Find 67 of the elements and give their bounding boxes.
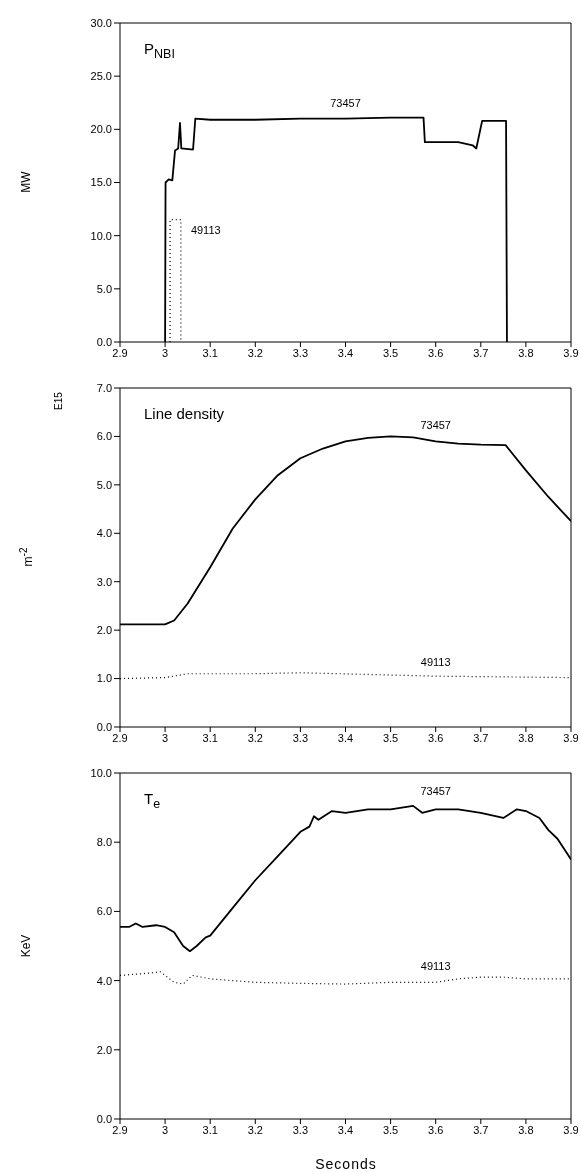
series-label: 73457 — [420, 785, 451, 798]
y-tick-label: 4.0 — [96, 974, 112, 987]
y-tick-label: 10.0 — [90, 766, 112, 779]
y-tick-label: 7.0 — [96, 381, 112, 394]
x-tick-label: 2.9 — [112, 346, 128, 359]
y-tick-label: 25.0 — [90, 70, 112, 83]
series-label: 73457 — [330, 96, 361, 109]
y-tick-label: 20.0 — [90, 123, 112, 136]
x-tick-label: 3.1 — [202, 1123, 218, 1136]
x-tick-label: 3.6 — [428, 346, 444, 359]
y-axis-title: KeV — [19, 933, 33, 959]
text: P$_{NBI}$ — [144, 40, 175, 61]
y-tick-label: 6.0 — [96, 905, 112, 918]
x-tick-label: 3.6 — [428, 731, 444, 744]
x-tick-label: 3 — [162, 1123, 169, 1136]
x-tick-label: 3.6 — [428, 1123, 444, 1136]
y-tick-label: 4.0 — [96, 527, 112, 540]
x-axis-title: Seconds — [314, 1156, 378, 1172]
x-tick-label: 3 — [162, 731, 169, 744]
x-tick-label: 3.5 — [382, 731, 399, 744]
series-label: 49113 — [420, 656, 451, 669]
y-tick-label: 8.0 — [96, 836, 112, 849]
x-tick-label: 3.9 — [563, 346, 579, 359]
y-tick-label: 0.0 — [96, 1112, 112, 1125]
x-tick-label: 3.4 — [337, 346, 354, 359]
series-label: 73457 — [420, 419, 451, 432]
x-tick-label: 3.2 — [247, 731, 263, 744]
x-tick-label: 3.3 — [292, 346, 309, 359]
x-tick-label: 3.1 — [202, 731, 218, 744]
series-label: 49113 — [420, 960, 451, 973]
x-tick-label: 3.7 — [473, 346, 489, 359]
x-tick-label: 3.4 — [337, 1123, 354, 1136]
y-tick-label: 6.0 — [96, 430, 112, 443]
x-tick-label: 3.8 — [518, 731, 534, 744]
x-tick-label: 3.8 — [518, 346, 534, 359]
x-tick-label: 3.7 — [473, 731, 489, 744]
text: E15 — [53, 392, 65, 410]
x-tick-label: 3.4 — [337, 731, 354, 744]
y-tick-label: 5.0 — [96, 282, 112, 295]
x-tick-label: 3.5 — [382, 1123, 399, 1136]
x-tick-label: 3.9 — [563, 731, 579, 744]
y-tick-label: 3.0 — [96, 575, 112, 588]
x-tick-label: 3.2 — [247, 1123, 263, 1136]
text: Line density — [144, 405, 225, 422]
x-tick-label: 3.7 — [473, 1123, 489, 1136]
y-tick-label: 2.0 — [96, 624, 112, 637]
y-tick-label: 15.0 — [90, 176, 112, 189]
y-tick-label: 10.0 — [90, 229, 112, 242]
x-tick-label: 3.8 — [518, 1123, 534, 1136]
x-tick-label: 3.3 — [292, 731, 309, 744]
x-tick-label: 3.1 — [202, 346, 218, 359]
y-tick-label: 2.0 — [96, 1043, 112, 1056]
y-tick-label: 1.0 — [96, 672, 112, 685]
x-tick-label: 3.3 — [292, 1123, 309, 1136]
y-tick-label: 5.0 — [96, 478, 112, 491]
y-tick-label: 0.0 — [96, 720, 112, 733]
x-tick-label: 2.9 — [112, 1123, 128, 1136]
x-tick-label: 3.2 — [247, 346, 263, 359]
x-tick-label: 3.5 — [382, 346, 399, 359]
x-tick-label: 3 — [162, 346, 169, 359]
y-axis-title: MW — [19, 170, 33, 195]
x-tick-label: 3.9 — [563, 1123, 579, 1136]
text: T$_{e}$ — [144, 790, 161, 811]
series-label: 49113 — [190, 223, 221, 236]
x-tick-label: 2.9 — [112, 731, 128, 744]
y-tick-label: 0.0 — [96, 335, 112, 348]
y-tick-label: 30.0 — [90, 16, 112, 29]
